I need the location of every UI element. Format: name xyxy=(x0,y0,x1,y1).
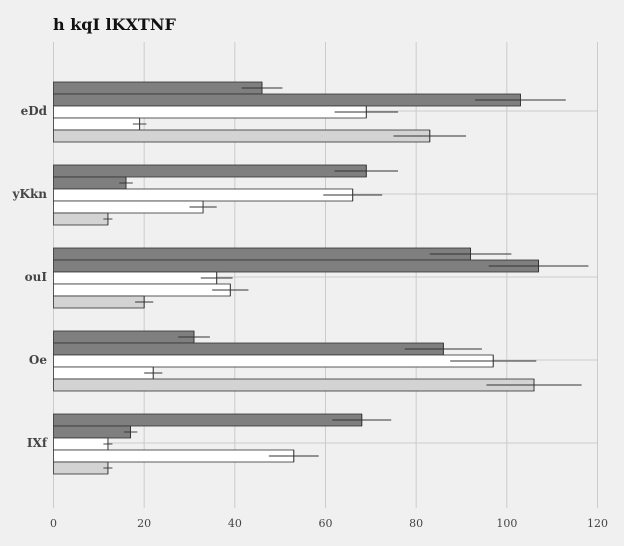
bar xyxy=(53,81,263,95)
error-bar xyxy=(268,450,319,462)
bar xyxy=(53,129,431,143)
axis-labels: 0 20 40 60 80 100 120 eDd yKkn ouI Oe IXf xyxy=(12,104,608,530)
bar xyxy=(53,413,363,427)
error-bar xyxy=(132,118,147,130)
category-label: ouI xyxy=(25,270,48,284)
error-bar xyxy=(103,462,113,474)
bar xyxy=(53,437,109,451)
error-bar xyxy=(450,355,537,367)
bar xyxy=(53,366,154,380)
bar xyxy=(53,188,354,202)
error-bar xyxy=(323,189,383,201)
bar xyxy=(53,164,367,178)
x-tick-label: 0 xyxy=(50,517,57,530)
bar xyxy=(53,247,471,261)
x-tick-label: 120 xyxy=(587,517,608,530)
bar xyxy=(53,200,204,214)
category-label: Oe xyxy=(29,353,47,367)
bar xyxy=(53,342,444,356)
bar xyxy=(53,378,535,392)
bar xyxy=(53,93,521,107)
error-bar xyxy=(103,213,113,225)
error-bar xyxy=(429,248,512,260)
category-label: eDd xyxy=(21,104,48,118)
bar xyxy=(53,449,295,463)
x-tick-label: 80 xyxy=(409,517,423,530)
error-bar xyxy=(119,177,133,189)
x-tick-label: 20 xyxy=(137,517,151,530)
category-label: yKkn xyxy=(12,187,48,201)
bar xyxy=(53,295,145,309)
x-tick-label: 100 xyxy=(496,517,517,530)
bar xyxy=(53,354,494,368)
chart-title: h kqI lKXTNF xyxy=(53,15,176,34)
bar xyxy=(53,105,367,119)
bar xyxy=(53,259,539,273)
bar xyxy=(53,425,131,439)
error-bar xyxy=(404,343,482,355)
error-bar xyxy=(334,106,399,118)
bar xyxy=(53,283,231,297)
x-tick-label: 40 xyxy=(228,517,242,530)
bars xyxy=(53,81,539,475)
bar xyxy=(53,271,218,285)
error-bar xyxy=(334,165,399,177)
error-bar xyxy=(475,94,566,106)
bar xyxy=(53,461,109,475)
bar xyxy=(53,117,141,131)
category-label: IXf xyxy=(27,436,48,450)
error-bar xyxy=(200,272,233,284)
error-bar xyxy=(488,260,589,272)
bar xyxy=(53,176,127,190)
error-bar xyxy=(241,82,283,94)
error-bar xyxy=(103,438,113,450)
x-tick-label: 60 xyxy=(319,517,333,530)
error-bars xyxy=(103,82,589,474)
error-bar xyxy=(393,130,467,142)
error-bar xyxy=(123,426,138,438)
error-bar xyxy=(178,331,210,343)
error-bar xyxy=(144,367,163,379)
bar xyxy=(53,212,109,226)
error-bar xyxy=(332,414,392,426)
error-bar xyxy=(135,296,154,308)
error-bar xyxy=(486,379,582,391)
error-bar xyxy=(189,201,217,213)
error-bar xyxy=(212,284,249,296)
bar xyxy=(53,330,195,344)
